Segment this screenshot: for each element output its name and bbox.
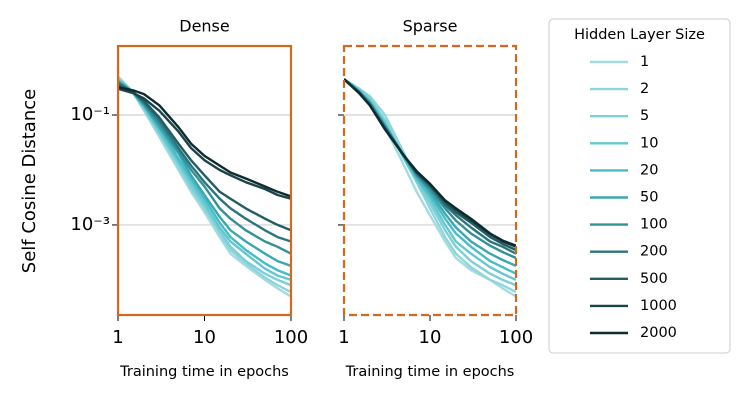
series-group [344, 78, 516, 298]
x-tick-label: 100 [274, 327, 308, 348]
series-line [118, 86, 291, 198]
panel: Dense Training time in epochs 10⁻¹ 10⁻³ 1 10 1… [70, 17, 308, 381]
x-tick-label: 1 [338, 327, 349, 348]
y-tick-label: 10⁻¹ [70, 104, 110, 125]
y-axis-label: Self Cosine Distance [19, 89, 40, 273]
x-tick-label: 10 [419, 327, 442, 348]
legend-label: 5 [640, 108, 649, 124]
series-line [118, 84, 291, 232]
legend-label: 200 [640, 244, 668, 260]
legend: Hidden Layer Size 1 2 5 10 20 50 100 200 500 1000 2… [548, 18, 731, 354]
legend-label: 100 [640, 217, 668, 233]
plot-frame [342, 44, 518, 317]
legend-label: 2 [640, 81, 649, 97]
plot-frame [116, 44, 293, 317]
legend-label: 1000 [640, 298, 677, 314]
x-tick-label: 1 [112, 327, 123, 348]
legend-label: 1 [640, 54, 649, 70]
panel: Sparse Training time in epochs 1 10 100 [338, 17, 533, 380]
legend-label: 50 [640, 190, 658, 206]
panel-title: Sparse [403, 17, 458, 36]
series-group [118, 75, 291, 298]
panel-title: Dense [179, 17, 229, 36]
series-line [344, 78, 516, 247]
legend-label: 2000 [640, 325, 677, 341]
legend-label: 500 [640, 271, 668, 287]
y-tick-label: 10⁻³ [70, 214, 110, 235]
series-line [118, 87, 291, 200]
x-tick-label: 10 [193, 327, 216, 348]
legend-box [548, 18, 731, 354]
x-tick-label: 100 [499, 327, 533, 348]
series-line [344, 78, 516, 281]
legend-label: 10 [640, 135, 658, 151]
legend-title: Hidden Layer Size [574, 27, 705, 43]
legend-label: 20 [640, 162, 658, 178]
x-axis-label: Training time in epochs [345, 364, 515, 380]
series-line [344, 78, 516, 294]
x-axis-label: Training time in epochs [119, 364, 289, 380]
series-line [344, 78, 516, 287]
